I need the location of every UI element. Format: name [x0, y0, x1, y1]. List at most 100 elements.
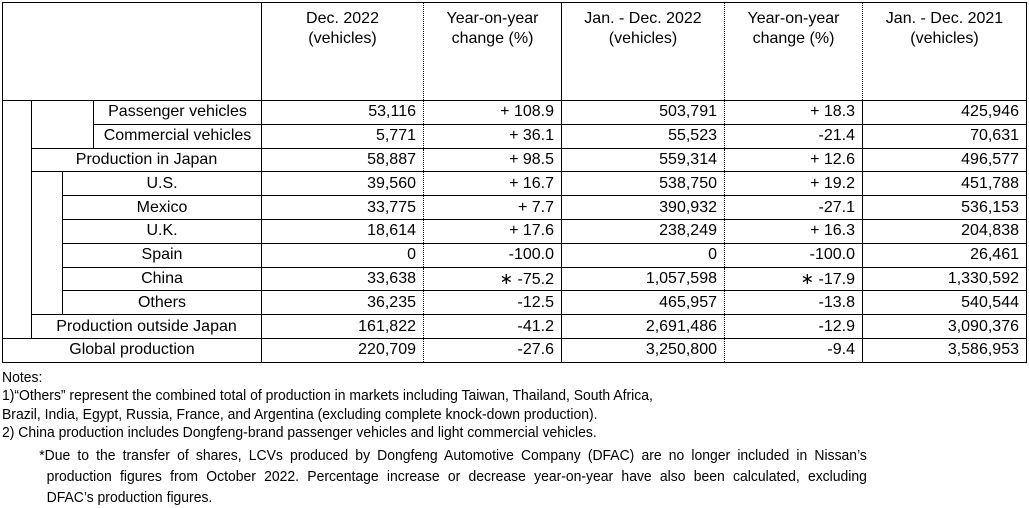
column-header-line2: (vehicles) [910, 30, 979, 47]
cell-jan-dec-2021: 536,153 [862, 195, 1027, 220]
row-label: Commercial vehicles [93, 123, 262, 149]
cell-jan-dec-2021: 496,577 [862, 147, 1027, 173]
table-row-spain: Spain 0 -100.0 0 -100.0 26,461 [3, 242, 1027, 268]
cell-yoy-monthly: -12.5 [423, 290, 562, 316]
cell-yoy-annual: ∗ -17.9 [724, 266, 863, 292]
column-header-line1: Jan. - Dec. 2022 [584, 10, 702, 27]
table-row-commercial-vehicles: Commercial vehicles 5,771 + 36.1 55,523 … [3, 123, 1027, 149]
cell-yoy-monthly: + 36.1 [423, 123, 562, 149]
asterisk-note-line-1: *Due to the transfer of shares, LCVs pro… [39, 446, 867, 464]
cell-jan-dec-2022: 503,791 [561, 100, 725, 125]
table-row-uk: U.K. 18,614 + 17.6 238,249 + 16.3 204,83… [3, 218, 1027, 244]
row-label: Spain [62, 242, 262, 268]
column-header-dec-2022: Dec. 2022 (vehicles) [261, 2, 424, 101]
cell-dec-2022: 33,775 [261, 195, 424, 220]
cell-yoy-monthly: + 98.5 [423, 147, 562, 173]
table-row-production-outside-japan: Production outside Japan 161,822 -41.2 2… [3, 314, 1027, 339]
cell-dec-2022: 33,638 [261, 266, 424, 292]
cell-jan-dec-2022: 3,250,800 [561, 337, 725, 363]
cell-jan-dec-2022: 538,750 [561, 171, 725, 197]
column-header-line1: Dec. 2022 [306, 10, 379, 27]
cell-jan-dec-2022: 55,523 [561, 123, 725, 149]
row-label: U.K. [62, 218, 262, 244]
cell-yoy-annual: -27.1 [724, 195, 863, 220]
table-row-global-production: Global production 220,709 -27.6 3,250,80… [2, 337, 1027, 363]
cell-yoy-annual: + 16.3 [724, 218, 863, 244]
column-header-line2: (vehicles) [308, 30, 377, 47]
table-row-mexico: Mexico 33,775 + 7.7 390,932 -27.1 536,15… [3, 195, 1027, 220]
cell-jan-dec-2021: 425,946 [862, 100, 1027, 125]
cell-dec-2022: 53,116 [261, 100, 424, 125]
table-row-production-in-japan: Production in Japan 58,887 + 98.5 559,31… [3, 147, 1027, 173]
column-header-line1: Year-on-year [446, 10, 539, 27]
cell-yoy-monthly: + 108.9 [423, 100, 562, 125]
cell-yoy-annual: -100.0 [724, 242, 863, 268]
cell-jan-dec-2021: 70,631 [862, 123, 1027, 149]
column-header-line1: Year-on-year [747, 10, 840, 27]
row-label: Production in Japan [31, 147, 262, 173]
table-row-others: Others 36,235 -12.5 465,957 -13.8 540,54… [3, 290, 1027, 316]
column-header-jan-dec-2022: Jan. - Dec. 2022 (vehicles) [561, 2, 725, 101]
cell-yoy-annual: -9.4 [724, 337, 863, 363]
cell-yoy-monthly: -100.0 [423, 242, 562, 268]
cell-jan-dec-2022: 238,249 [561, 218, 725, 244]
cell-jan-dec-2021: 451,788 [862, 171, 1027, 197]
production-table: Dec. 2022 (vehicles) Year-on-year change… [2, 2, 1027, 363]
cell-jan-dec-2021: 1,330,592 [862, 266, 1027, 292]
asterisk-note-line-2: production figures from October 2022. Pe… [46, 467, 867, 485]
column-header-line1: Jan. - Dec. 2021 [885, 10, 1004, 27]
table-row-passenger-vehicles: Passenger vehicles 53,116 + 108.9 503,79… [2, 100, 1027, 339]
cell-jan-dec-2022: 1,057,598 [561, 266, 725, 292]
cell-yoy-annual: + 12.6 [724, 147, 863, 173]
table-row-china: China 33,638 ∗ -75.2 1,057,598 ∗ -17.9 1… [3, 266, 1027, 292]
column-header-line2: change (%) [451, 30, 534, 47]
hierarchy-spacer-cell [31, 171, 63, 316]
cell-jan-dec-2021: 540,544 [862, 290, 1027, 316]
corner-cell [2, 2, 262, 101]
cell-jan-dec-2022: 559,314 [561, 147, 725, 173]
notes-title: Notes: [2, 368, 43, 386]
cell-jan-dec-2022: 0 [561, 242, 725, 268]
column-header-line2: change (%) [752, 30, 835, 47]
cell-dec-2022: 220,709 [261, 337, 424, 363]
cell-yoy-annual: -21.4 [724, 123, 863, 149]
table-header-row: Dec. 2022 (vehicles) Year-on-year change… [2, 2, 1027, 101]
column-header-line2: (vehicles) [608, 30, 678, 47]
cell-dec-2022: 161,822 [261, 314, 424, 339]
hierarchy-spacer-cell [2, 100, 32, 339]
cell-jan-dec-2021: 26,461 [862, 242, 1027, 268]
row-label: China [62, 266, 262, 292]
cell-jan-dec-2022: 390,932 [561, 195, 725, 220]
cell-jan-dec-2022: 465,957 [561, 290, 725, 316]
asterisk-note: *Due to the transfer of shares, LCVs pro… [39, 445, 867, 508]
cell-jan-dec-2021: 3,586,953 [862, 337, 1027, 363]
row-label: Global production [2, 337, 262, 363]
notes-section: Notes: 1)“Others” represent the combined… [2, 369, 1025, 508]
cell-jan-dec-2021: 3,090,376 [862, 314, 1027, 339]
cell-yoy-monthly: + 17.6 [423, 218, 562, 244]
row-label: U.S. [62, 171, 262, 197]
note-line-1: 1)“Others” represent the combined total … [2, 387, 653, 405]
table-row-us: U.S. 39,560 + 16.7 538,750 + 19.2 451,78… [3, 171, 1027, 316]
cell-yoy-monthly: -27.6 [423, 337, 562, 363]
cell-jan-dec-2021: 204,838 [862, 218, 1027, 244]
cell-yoy-monthly: + 7.7 [423, 195, 562, 220]
cell-yoy-annual: -13.8 [724, 290, 863, 316]
cell-dec-2022: 18,614 [261, 218, 424, 244]
cell-dec-2022: 58,887 [261, 147, 424, 173]
cell-dec-2022: 0 [261, 242, 424, 268]
hierarchy-spacer-cell [31, 100, 94, 149]
cell-yoy-annual: -12.9 [724, 314, 863, 339]
cell-yoy-annual: + 19.2 [724, 171, 863, 197]
cell-yoy-monthly: -41.2 [423, 314, 562, 339]
cell-dec-2022: 39,560 [261, 171, 424, 197]
row-label: Passenger vehicles [93, 100, 262, 125]
column-header-yoy-change-annual: Year-on-year change (%) [724, 2, 863, 101]
column-header-jan-dec-2021: Jan. - Dec. 2021 (vehicles) [862, 2, 1027, 101]
asterisk-note-line-3: DFAC’s production figures. [46, 488, 213, 506]
cell-jan-dec-2022: 2,691,486 [561, 314, 725, 339]
row-label: Others [62, 290, 262, 316]
cell-yoy-annual: + 18.3 [724, 100, 863, 125]
column-header-yoy-change-monthly: Year-on-year change (%) [423, 2, 562, 101]
